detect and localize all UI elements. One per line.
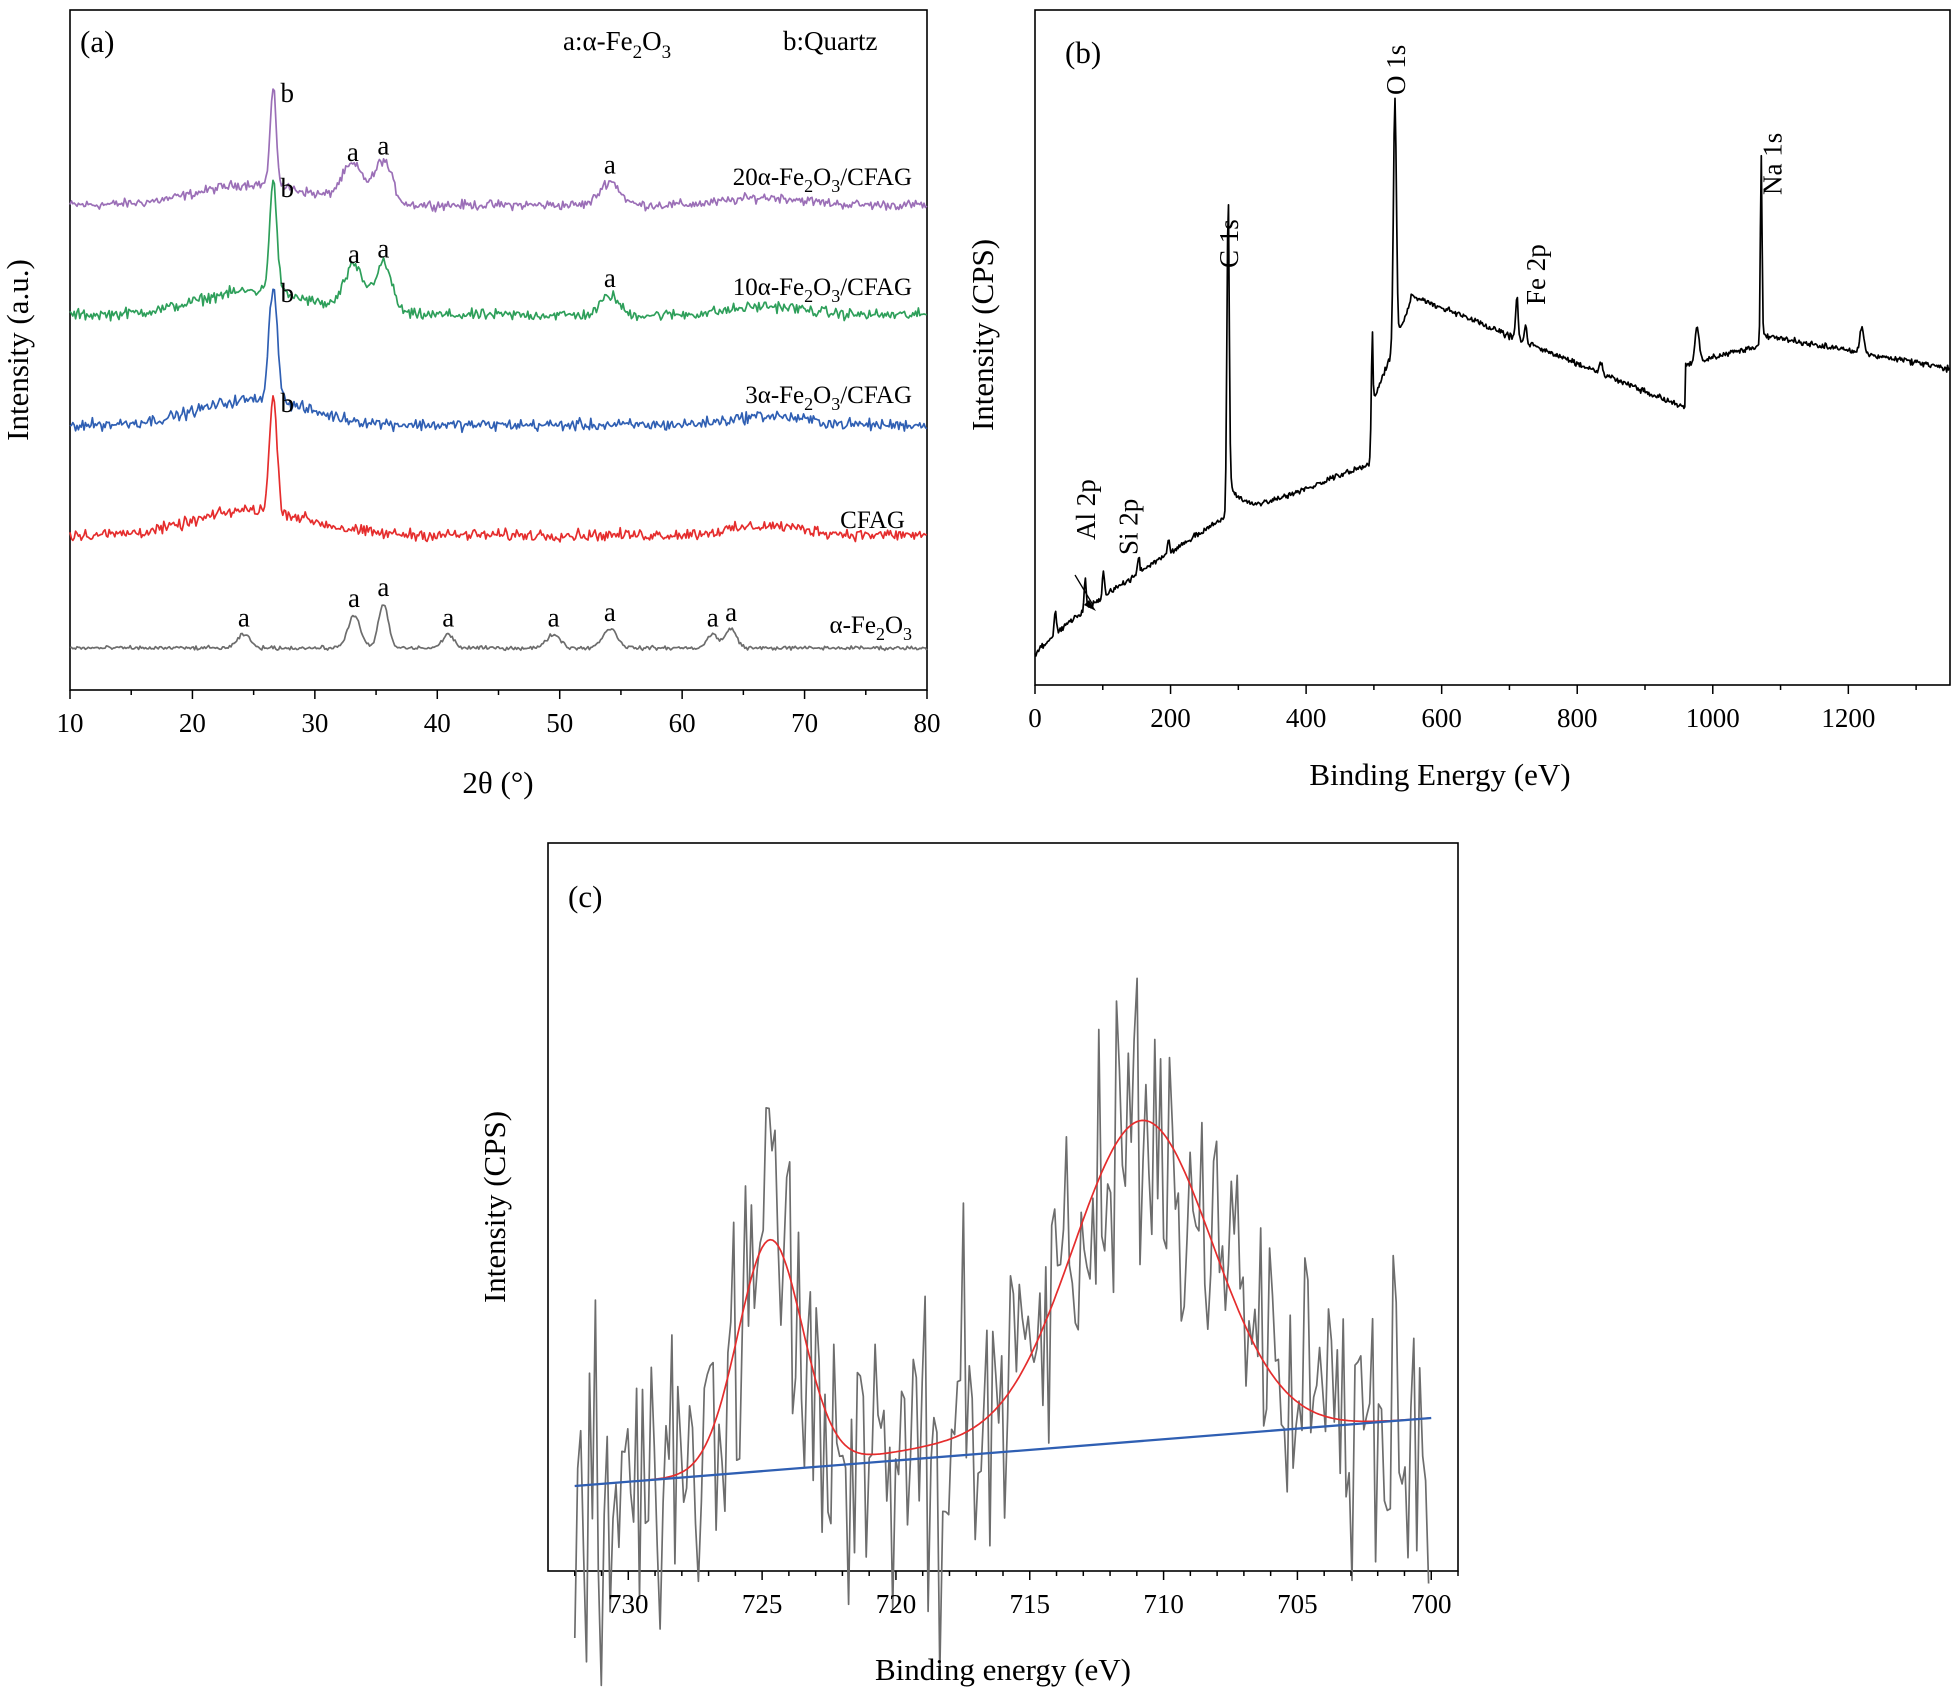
al-si-arrowhead [1084, 600, 1096, 611]
xps-fe2p-raw-trace [573, 977, 1430, 1687]
panel-c-y-axis-label: Intensity (CPS) [477, 1111, 512, 1303]
panel-b-x-ticks: 0 200 400 600 800 1000 1200 [1028, 685, 1917, 733]
c-xtick-label-715: 715 [1010, 1589, 1051, 1619]
panel-c-id: (c) [568, 879, 602, 914]
peak-mark-0-2: a [377, 130, 389, 160]
panel-a-legend-quartz: b:Quartz [783, 26, 877, 56]
xrd-trace-1 [69, 179, 927, 322]
panel-b: Al 2p Si 2p C 1s O 1s Fe 2p Na 1s 0 200 400 600 8… [965, 9, 1951, 792]
c-xtick-label-730: 730 [608, 1589, 649, 1619]
panel-a-series-labels: 20α-Fe2O3/CFAG 10α-Fe2O3/CFAG 3α-Fe2O3/CFA… [733, 164, 912, 644]
a-xtick-label-40: 40 [424, 708, 451, 738]
peak-annotation-2: C 1s [1214, 219, 1244, 268]
b-xtick-label-400: 400 [1286, 703, 1327, 733]
panel-a-x-axis-label: 2θ (°) [462, 765, 533, 800]
panel-a-legend-alpha-fe2o3: a:α-Fe2O3 [563, 26, 671, 63]
xps-fe2p-fit-curve [574, 1119, 1429, 1487]
series-label-2: 3α-Fe2O3/CFAG [745, 382, 912, 414]
c-xtick-label-705: 705 [1277, 1589, 1318, 1619]
peak-mark-4-1: a [348, 583, 360, 613]
peak-mark-4-3: a [442, 602, 454, 632]
panel-b-y-axis-label: Intensity (CPS) [965, 239, 1000, 431]
xrd-trace-4 [69, 604, 928, 652]
xrd-trace-3 [69, 394, 928, 543]
a-xtick-label-20: 20 [179, 708, 206, 738]
xps-survey-trace [1034, 97, 1951, 657]
peak-mark-4-2: a [377, 572, 389, 602]
al-si-arrow [1074, 574, 1094, 606]
peak-mark-4-7: a [725, 597, 737, 627]
peak-mark-2-0: b [280, 278, 294, 308]
c-xtick-label-720: 720 [876, 1589, 917, 1619]
a-xtick-label-10: 10 [57, 708, 84, 738]
series-label-0: 20α-Fe2O3/CFAG [733, 164, 912, 196]
panel-a-id: (a) [80, 24, 114, 59]
b-xtick-label-200: 200 [1150, 703, 1191, 733]
panel-c-traces [573, 977, 1432, 1687]
peak-annotation-0: Al 2p [1071, 479, 1101, 540]
panel-a-frame [69, 9, 928, 691]
panel-a-y-axis-label: Intensity (a.u.) [0, 259, 35, 441]
b-xtick-label-1200: 1200 [1821, 703, 1875, 733]
a-xtick-label-30: 30 [301, 708, 328, 738]
panel-c-x-ticks: 730 725 720 715 710 705 700 [574, 1571, 1459, 1619]
peak-mark-4-5: a [604, 597, 616, 627]
panel-a-x-ticks: 10 20 30 40 50 60 70 80 [57, 690, 941, 738]
b-xtick-label-800: 800 [1557, 703, 1598, 733]
xps-fe2p-baseline [574, 1416, 1432, 1488]
panel-b-id: (b) [1065, 35, 1101, 70]
a-xtick-label-50: 50 [546, 708, 573, 738]
panel-b-x-axis-label: Binding Energy (eV) [1309, 757, 1570, 792]
peak-annotation-3: O 1s [1381, 45, 1411, 95]
series-label-3: CFAG [840, 507, 905, 534]
a-xtick-label-80: 80 [914, 708, 941, 738]
b-xtick-label-0: 0 [1028, 703, 1042, 733]
peak-mark-1-0: b [280, 173, 294, 203]
c-xtick-label-700: 700 [1411, 1589, 1452, 1619]
panel-b-frame [1034, 9, 1951, 686]
series-label-4: α-Fe2O3 [830, 612, 913, 644]
c-xtick-label-725: 725 [742, 1589, 783, 1619]
xrd-trace-2 [69, 288, 928, 434]
peak-annotation-1: Si 2p [1113, 499, 1143, 555]
a-xtick-label-60: 60 [669, 708, 696, 738]
panel-c-x-axis-label: Binding energy (eV) [875, 1652, 1131, 1687]
panel-c: 730 725 720 715 710 705 700 (c) Binding energy… [477, 842, 1459, 1687]
peak-mark-1-1: a [348, 239, 360, 269]
peak-mark-0-1: a [347, 137, 359, 167]
peak-mark-1-3: a [604, 263, 616, 293]
peak-annotation-4: Fe 2p [1521, 244, 1551, 305]
peak-mark-4-0: a [238, 602, 250, 632]
peak-mark-0-3: a [604, 149, 616, 179]
panel-b-traces [1034, 97, 1951, 657]
series-label-1: 10α-Fe2O3/CFAG [733, 274, 912, 306]
peak-mark-3-0: b [280, 388, 294, 418]
panel-a-traces [69, 88, 928, 652]
peak-mark-1-2: a [377, 234, 389, 264]
xrd-trace-0 [69, 88, 928, 213]
peak-mark-4-4: a [548, 602, 560, 632]
a-xtick-label-70: 70 [791, 708, 818, 738]
b-xtick-label-1000: 1000 [1686, 703, 1740, 733]
c-xtick-label-710: 710 [1143, 1589, 1184, 1619]
peak-mark-0-0: b [280, 78, 294, 108]
peak-mark-4-6: a [707, 602, 719, 632]
peak-annotation-5: Na 1s [1758, 133, 1788, 195]
b-xtick-label-600: 600 [1421, 703, 1462, 733]
panel-b-annotations: Al 2p Si 2p C 1s O 1s Fe 2p Na 1s [1071, 45, 1788, 611]
